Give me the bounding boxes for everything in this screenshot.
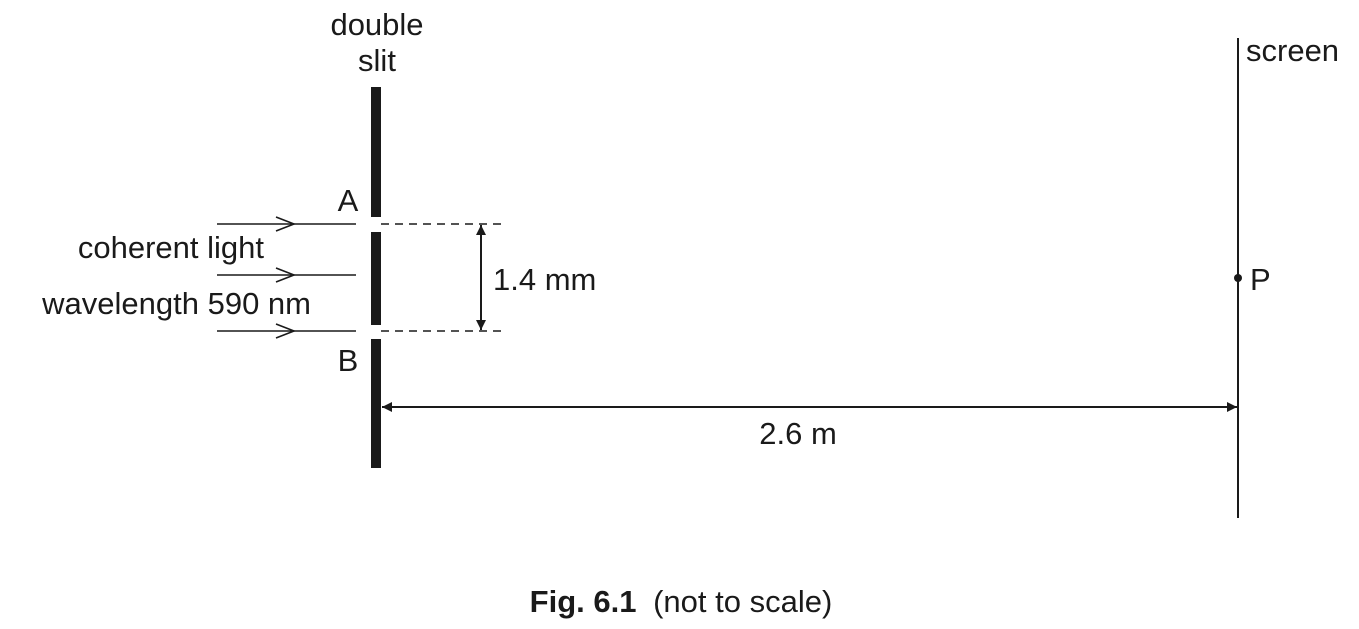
screen-label: screen bbox=[1246, 33, 1339, 68]
ray-middle-arrow bbox=[275, 267, 297, 283]
distance-label: 2.6 m bbox=[759, 416, 837, 451]
point-p-label: P bbox=[1250, 262, 1271, 297]
slit-a-label: A bbox=[338, 183, 359, 218]
ray-top-arrow bbox=[275, 216, 297, 232]
barrier-top bbox=[371, 87, 381, 217]
wavelength-label: wavelength 590 nm bbox=[41, 286, 311, 321]
slit-b-label: B bbox=[338, 343, 359, 378]
double-slit-label-line2: slit bbox=[358, 43, 396, 78]
barrier-middle bbox=[371, 232, 381, 325]
double-slit-label-line1: double bbox=[330, 7, 423, 42]
double-slit-barrier bbox=[371, 87, 381, 468]
separation-label: 1.4 mm bbox=[493, 262, 596, 297]
point-p-dot bbox=[1234, 274, 1242, 282]
incident-light-rays bbox=[217, 216, 356, 339]
slit-dashed-lines bbox=[381, 223, 506, 332]
barrier-bottom bbox=[371, 339, 381, 468]
coherent-light-label: coherent light bbox=[78, 230, 265, 265]
ray-bottom-arrow bbox=[275, 323, 297, 339]
figure-caption: Fig. 6.1 (not to scale) bbox=[530, 584, 833, 619]
figure-number: Fig. 6.1 bbox=[530, 584, 637, 619]
figure-note: (not to scale) bbox=[653, 584, 832, 619]
